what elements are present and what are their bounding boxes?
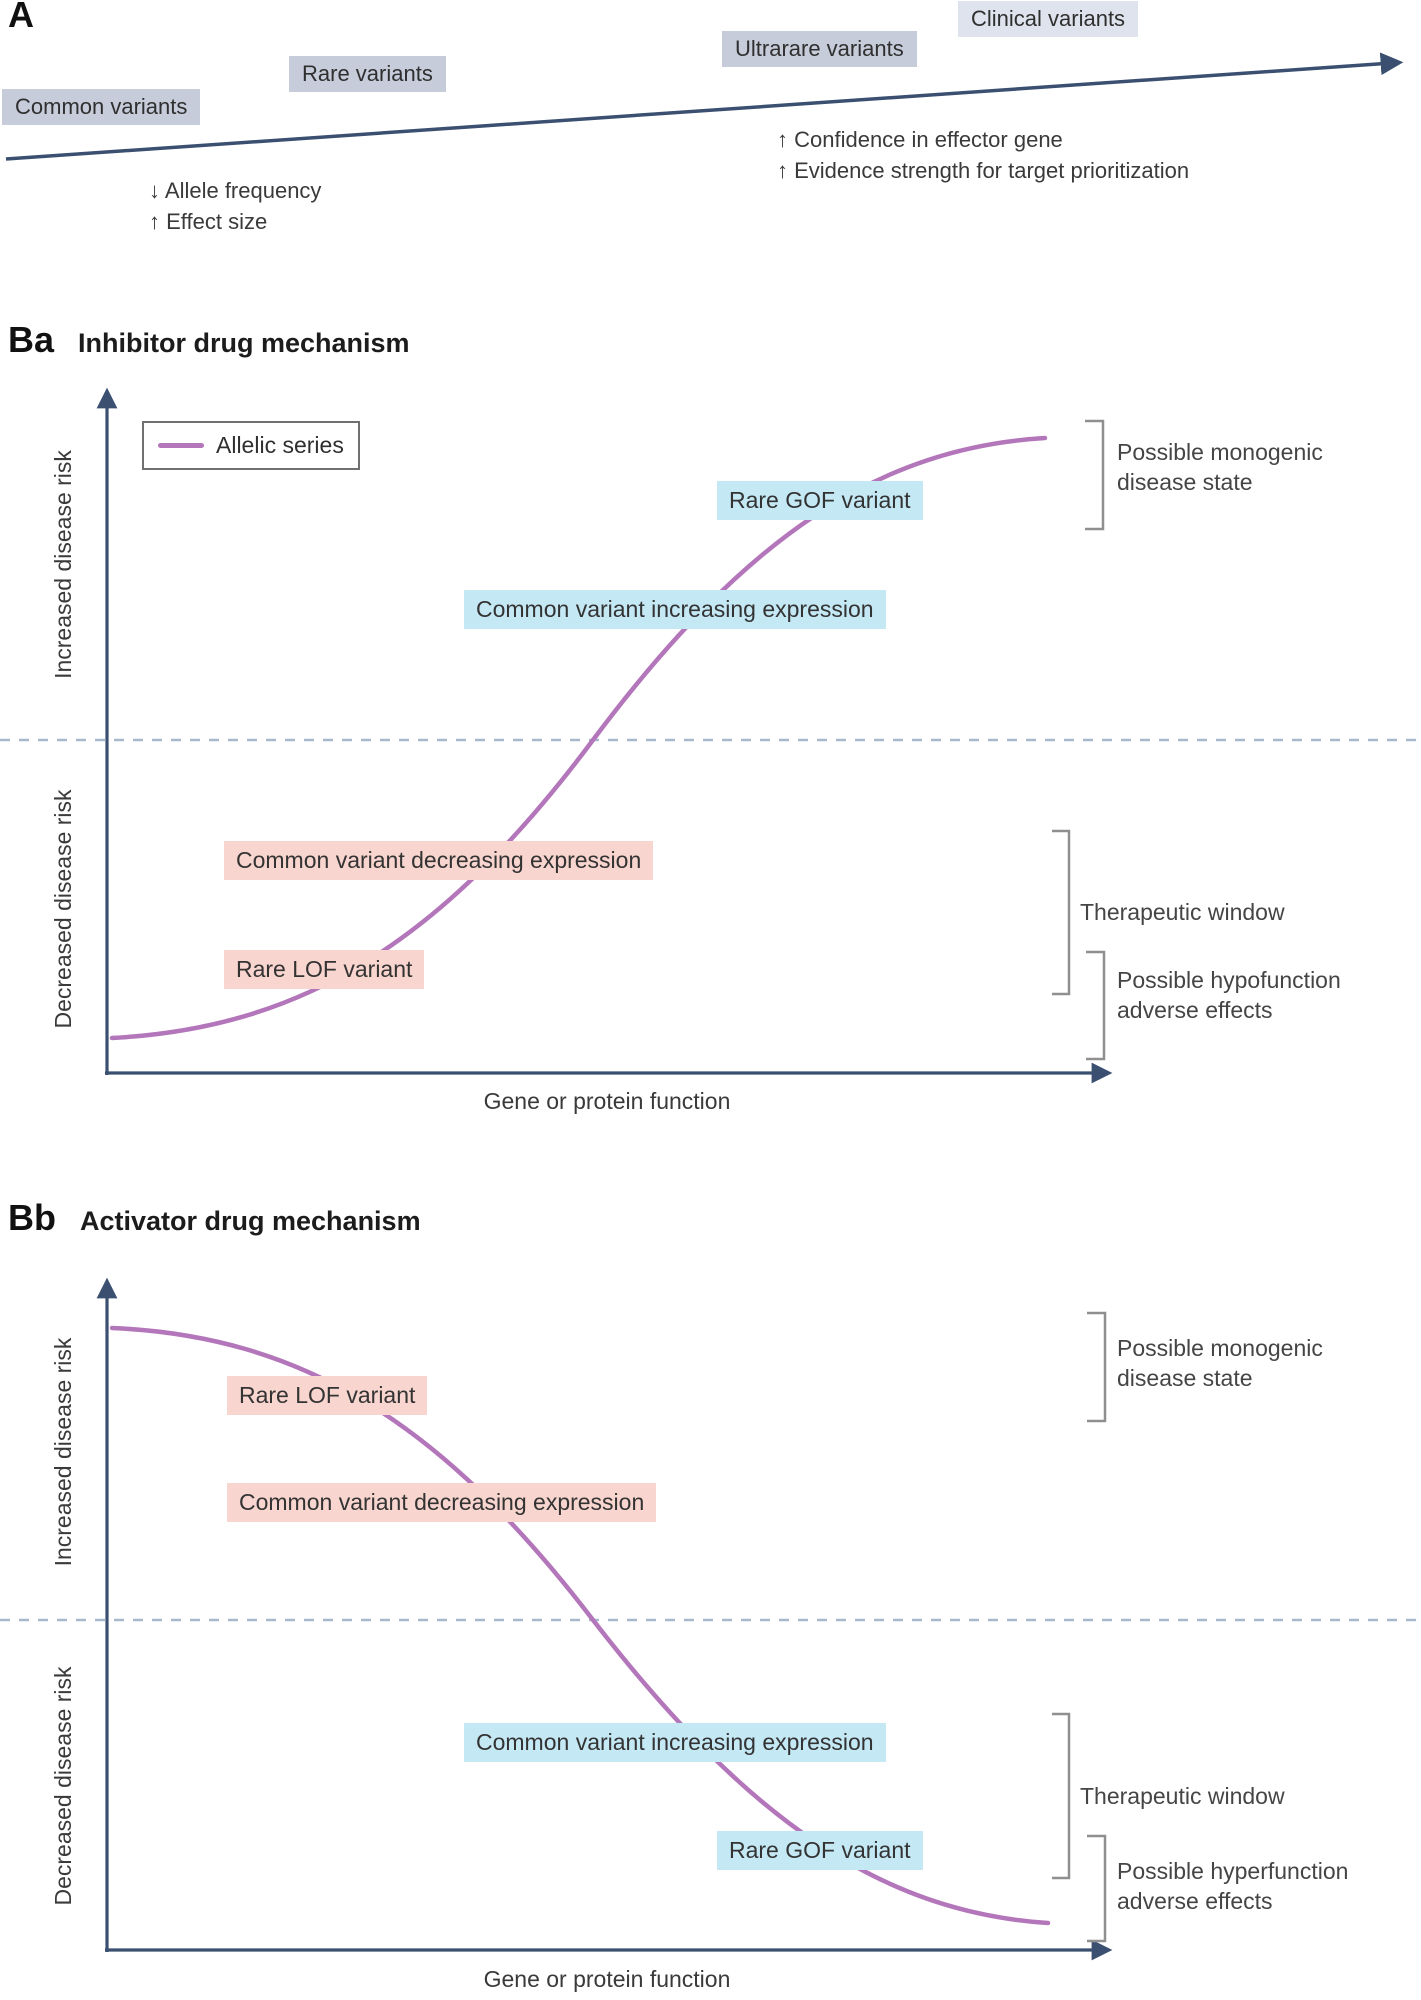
note-confidence: ↑ Confidence in effector gene xyxy=(777,127,1063,152)
ba-annotation-therapeutic: Therapeutic window xyxy=(1080,897,1285,927)
ba-monogenic-line2: disease state xyxy=(1117,469,1253,495)
bb-chip-common-decreasing: Common variant decreasing expression xyxy=(227,1483,657,1522)
panel-ba-header: Ba Inhibitor drug mechanism xyxy=(8,319,410,361)
variant-box-clinical: Clinical variants xyxy=(958,1,1139,37)
ba-adverse-line2: adverse effects xyxy=(1117,997,1273,1023)
variant-box-rare: Rare variants xyxy=(289,56,446,92)
panel-ba-letter: Ba xyxy=(8,319,55,360)
variant-box-ultrarare: Ultrarare variants xyxy=(722,31,917,67)
bb-annotation-therapeutic: Therapeutic window xyxy=(1080,1781,1285,1811)
ba-y-axis-label-lower: Decreased disease risk xyxy=(50,789,76,1029)
panel-bb-header: Bb Activator drug mechanism xyxy=(8,1197,421,1239)
ba-monogenic-line1: Possible monogenic xyxy=(1117,439,1323,465)
bb-chip-common-increasing: Common variant increasing expression xyxy=(464,1723,886,1762)
ba-therapeutic-label: Therapeutic window xyxy=(1080,899,1285,925)
bb-therapeutic-label: Therapeutic window xyxy=(1080,1783,1285,1809)
panel-ba-title: Inhibitor drug mechanism xyxy=(78,328,410,358)
bb-monogenic-line2: disease state xyxy=(1117,1365,1253,1391)
note-evidence: ↑ Evidence strength for target prioritiz… xyxy=(777,158,1190,183)
allelic-series-curve-bb xyxy=(109,1325,1051,1926)
bb-bracket-therapeutic xyxy=(1052,1712,1071,1880)
bb-bracket-adverse xyxy=(1087,1834,1107,1943)
panel-a-left-notes: ↓ Allele frequency ↑ Effect size xyxy=(149,175,321,237)
ba-chip-common-increasing: Common variant increasing expression xyxy=(464,590,886,629)
panel-bb-title: Activator drug mechanism xyxy=(80,1206,421,1236)
panel-a-letter: A xyxy=(8,0,34,35)
variant-box-common: Common variants xyxy=(2,89,201,125)
note-effect-size: ↑ Effect size xyxy=(149,209,268,234)
ba-y-axis-label-upper: Increased disease risk xyxy=(50,450,76,679)
bb-adverse-line2: adverse effects xyxy=(1117,1888,1273,1914)
legend-label: Allelic series xyxy=(216,432,344,458)
ba-annotation-adverse: Possible hypofunction adverse effects xyxy=(1117,965,1341,1025)
ba-annotation-monogenic: Possible monogenic disease state xyxy=(1117,437,1323,497)
bb-adverse-line1: Possible hyperfunction xyxy=(1117,1858,1349,1884)
panel-a-right-notes: ↑ Confidence in effector gene ↑ Evidence… xyxy=(777,124,1189,186)
bb-chip-rare-lof: Rare LOF variant xyxy=(227,1376,428,1415)
panel-bb-letter: Bb xyxy=(8,1197,56,1238)
bb-annotation-adverse: Possible hyperfunction adverse effects xyxy=(1117,1856,1348,1916)
bb-chip-rare-gof: Rare GOF variant xyxy=(717,1831,923,1870)
ba-adverse-line1: Possible hypofunction xyxy=(1117,967,1341,993)
ba-chip-rare-lof: Rare LOF variant xyxy=(224,950,425,989)
ba-bracket-therapeutic xyxy=(1052,829,1071,996)
variant-spectrum-arrow xyxy=(5,52,1404,161)
bb-x-axis-label: Gene or protein function xyxy=(483,1966,731,1992)
bb-monogenic-line1: Possible monogenic xyxy=(1117,1335,1323,1361)
bb-y-axis-label-lower: Decreased disease risk xyxy=(50,1666,76,1906)
note-allele-frequency: ↓ Allele frequency xyxy=(149,178,322,203)
bb-annotation-monogenic: Possible monogenic disease state xyxy=(1117,1333,1323,1393)
bb-y-axis-label-upper: Increased disease risk xyxy=(50,1337,76,1567)
bb-bracket-monogenic xyxy=(1087,1311,1107,1423)
ba-bracket-adverse xyxy=(1086,950,1106,1061)
allelic-series-curve-ba xyxy=(109,435,1048,1041)
legend-allelic-series: Allelic series xyxy=(142,421,360,470)
ba-chip-rare-gof: Rare GOF variant xyxy=(717,481,923,520)
ba-x-axis-label: Gene or protein function xyxy=(483,1088,731,1114)
ba-bracket-monogenic xyxy=(1085,419,1105,531)
ba-chip-common-decreasing: Common variant decreasing expression xyxy=(224,841,654,880)
allelic-series-line-swatch xyxy=(158,443,204,448)
